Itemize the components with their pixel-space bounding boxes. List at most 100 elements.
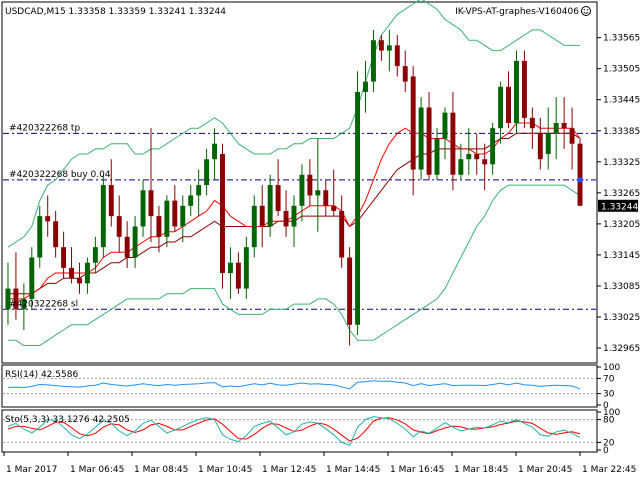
candle — [259, 185, 265, 248]
price-tick-label: 1.33505 — [603, 65, 640, 75]
candle-body — [355, 91, 361, 325]
main-price-panel[interactable]: 1.33565 1.33505 1.33445 1.33385 1.33325 1.332… — [1, 0, 640, 364]
candle-body — [474, 154, 480, 160]
candle-body — [132, 226, 138, 258]
candle-body — [77, 278, 82, 284]
candle-body — [188, 195, 194, 206]
candle-body — [553, 123, 559, 134]
candle-body — [108, 185, 114, 217]
price-tick-label: 1.33085 — [603, 282, 640, 292]
candle-body — [259, 205, 265, 227]
candle-body — [521, 60, 527, 118]
candle-body — [29, 257, 35, 299]
candle — [402, 50, 408, 92]
candle — [418, 97, 424, 180]
order-arrow-icon — [576, 176, 585, 183]
price-tick-label: 1.33385 — [603, 127, 640, 137]
candle-body — [156, 216, 162, 237]
indicator-tick-label: 100 — [603, 363, 620, 373]
candle — [529, 107, 535, 149]
candle-body — [323, 190, 329, 206]
candle — [37, 205, 43, 268]
time-tick-label: 1 Mar 14:45 — [326, 465, 380, 475]
price-tick-label: 1.33145 — [603, 251, 640, 261]
candle-body — [490, 128, 496, 165]
order-sl-label[interactable]: #420322268 sl — [9, 299, 78, 309]
rsi-panel-frame — [1, 364, 598, 408]
candle — [148, 128, 154, 242]
candle — [251, 195, 257, 258]
candle — [243, 236, 249, 299]
candle — [164, 195, 170, 248]
candle-body — [251, 205, 257, 248]
candle-body — [172, 200, 178, 227]
candle — [506, 71, 511, 129]
sto-label: Sto(5,3,3) 33.1276 42.2505 — [5, 415, 130, 425]
candle — [283, 190, 289, 237]
price-tick-label: 1.33445 — [603, 96, 640, 106]
time-tick-label: 1 Mar 2017 — [6, 465, 57, 475]
rsi-label: RSI(14) 42.5586 — [5, 370, 78, 380]
indicator-tick-label: 80 — [603, 416, 615, 426]
candle — [315, 138, 321, 232]
candle-body — [204, 159, 210, 186]
candle — [291, 195, 297, 248]
candle-body — [53, 221, 59, 248]
candle — [92, 236, 98, 274]
candle — [561, 97, 567, 149]
candle-body — [164, 200, 170, 237]
price-tick-label: 1.33265 — [603, 189, 640, 199]
candle — [29, 247, 35, 310]
candle — [339, 195, 345, 268]
main-plot-area — [3, 0, 596, 346]
candle — [172, 185, 178, 232]
price-axis: 1.33565 1.33505 1.33445 1.33385 1.33325 1.332… — [597, 34, 640, 354]
time-tick-label: 1 Mar 10:45 — [198, 465, 252, 475]
price-tick-label: 1.33325 — [603, 158, 640, 168]
candle-body — [235, 262, 241, 289]
candle — [108, 159, 114, 227]
candle-body — [442, 112, 448, 139]
time-tick-label: 1 Mar 06:45 — [70, 465, 124, 475]
candle — [220, 143, 225, 289]
candle — [474, 133, 480, 175]
candle-body — [243, 247, 249, 289]
time-tick-label: 1 Mar 16:45 — [390, 465, 444, 475]
candle-body — [100, 185, 106, 248]
candle — [442, 107, 448, 160]
time-tick-label: 1 Mar 22:45 — [582, 465, 636, 475]
candle-body — [84, 262, 90, 284]
candle — [347, 247, 353, 346]
order-buy-label[interactable]: #420322268 buy 0.04 — [9, 170, 111, 180]
order-tp-label[interactable]: #420322268 tp — [9, 123, 80, 133]
candle — [490, 123, 496, 175]
candle — [5, 262, 11, 325]
candle-body — [37, 216, 43, 258]
candle — [466, 128, 472, 175]
candle-body — [315, 190, 321, 196]
candle-body — [13, 288, 19, 310]
candle — [100, 174, 106, 258]
rsi-line — [7, 380, 581, 390]
candle — [569, 107, 575, 170]
candle — [53, 210, 59, 258]
indicator-tick-label: 30 — [603, 390, 615, 400]
candle — [21, 283, 27, 330]
candle-body — [339, 210, 345, 258]
candle — [482, 143, 488, 191]
candle — [180, 195, 186, 242]
candle-body — [140, 190, 146, 227]
candle-body — [196, 185, 202, 196]
candle-body — [291, 205, 297, 227]
candle-body — [577, 143, 583, 206]
candle-body — [299, 174, 305, 206]
candle — [299, 164, 305, 222]
candle-body — [212, 143, 218, 160]
candle — [537, 117, 543, 170]
candle-body — [537, 133, 543, 160]
candle — [235, 252, 241, 294]
